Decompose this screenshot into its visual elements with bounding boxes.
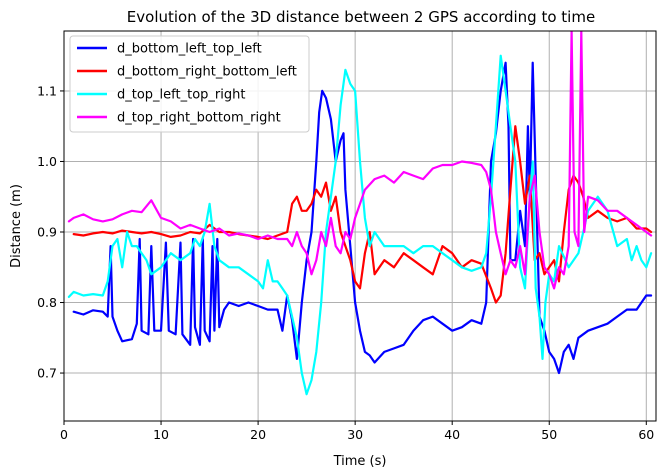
x-tick-label: 0	[60, 427, 68, 442]
legend-label: d_top_left_top_right	[117, 88, 245, 103]
x-axis-label: Time (s)	[333, 454, 387, 469]
legend-box	[69, 35, 310, 133]
x-tick-label: 20	[250, 427, 266, 442]
x-tick-label: 50	[541, 427, 557, 442]
y-tick-label: 0.8	[37, 295, 57, 310]
axis-ticks: 0 10 20 30 40 50 60 0.7 0.8 0.9 1.0 1.1	[37, 83, 654, 442]
legend-label: d_bottom_left_top_left	[117, 42, 262, 57]
y-tick-label: 1.0	[37, 154, 57, 169]
x-tick-label: 40	[444, 427, 460, 442]
x-tick-label: 60	[638, 427, 654, 442]
series-line-d-top-left-top-right	[67, 54, 653, 396]
y-tick-label: 1.1	[37, 83, 57, 98]
plot-frame	[63, 30, 657, 422]
x-tick-label: 30	[347, 427, 363, 442]
y-tick-label: 0.7	[37, 366, 57, 381]
series-line-d-top-right-bottom-right	[67, 31, 653, 290]
legend-label: d_bottom_right_bottom_left	[117, 65, 297, 80]
x-tick-label: 10	[153, 427, 169, 442]
legend: d_bottom_left_top_left d_bottom_right_bot…	[69, 35, 310, 133]
y-tick-label: 0.9	[37, 224, 57, 239]
y-axis-label: Distance (m)	[9, 184, 24, 268]
legend-label: d_top_right_bottom_right	[117, 111, 281, 126]
series-line-d-bottom-left-top-left	[72, 61, 653, 375]
series-group	[67, 31, 653, 396]
chart-title: Evolution of the 3D distance between 2 G…	[127, 8, 595, 26]
